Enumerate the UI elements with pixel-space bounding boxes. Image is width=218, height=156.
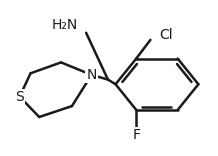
Text: Cl: Cl <box>159 28 173 42</box>
Text: H₂N: H₂N <box>51 18 77 32</box>
Text: N: N <box>86 68 97 82</box>
Text: F: F <box>132 128 140 142</box>
Text: S: S <box>15 90 24 104</box>
